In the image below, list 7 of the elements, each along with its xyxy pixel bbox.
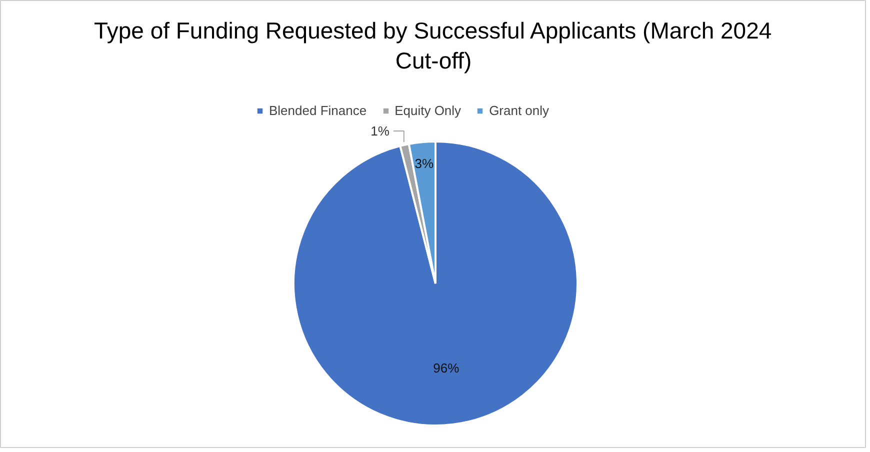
legend-label: Equity Only — [394, 103, 462, 118]
legend-label: Blended Finance — [269, 103, 367, 118]
legend-label: Grant only — [489, 103, 550, 118]
chart-title: Type of Funding Requested by Successful Applicants (March 2024 Cut-off) — [94, 18, 772, 74]
data-label: 3% — [414, 156, 434, 171]
data-label: 96% — [433, 360, 460, 376]
data-label: 1% — [370, 124, 390, 139]
